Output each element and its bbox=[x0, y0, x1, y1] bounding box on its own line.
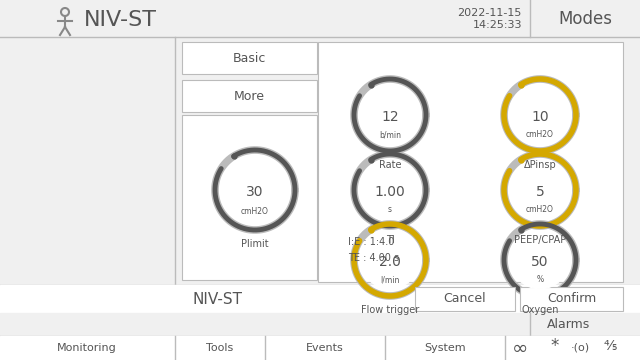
Bar bbox=[0, 336, 640, 360]
Text: ⅘: ⅘ bbox=[604, 339, 617, 353]
Text: 30: 30 bbox=[246, 185, 264, 199]
Text: 5: 5 bbox=[536, 185, 545, 199]
FancyBboxPatch shape bbox=[415, 287, 515, 311]
Text: Alarms: Alarms bbox=[547, 318, 590, 331]
Text: I:E : 1:4.0: I:E : 1:4.0 bbox=[348, 237, 394, 247]
Circle shape bbox=[511, 86, 569, 144]
Text: 14:25:33: 14:25:33 bbox=[472, 20, 522, 30]
FancyBboxPatch shape bbox=[182, 115, 317, 280]
Text: ∞: ∞ bbox=[512, 338, 528, 357]
Text: PEEP/CPAP: PEEP/CPAP bbox=[514, 235, 566, 245]
Text: Monitoring: Monitoring bbox=[57, 343, 117, 353]
Text: Confirm: Confirm bbox=[547, 292, 596, 306]
FancyBboxPatch shape bbox=[520, 287, 623, 311]
Text: 1.00: 1.00 bbox=[374, 185, 405, 199]
Text: Cancel: Cancel bbox=[444, 292, 486, 306]
FancyBboxPatch shape bbox=[182, 42, 317, 74]
Text: 2.0: 2.0 bbox=[379, 255, 401, 269]
Text: ·(o): ·(o) bbox=[570, 343, 589, 353]
Text: b/min: b/min bbox=[379, 130, 401, 139]
Circle shape bbox=[511, 161, 569, 219]
Text: More: More bbox=[234, 90, 264, 103]
Circle shape bbox=[361, 161, 419, 219]
Text: Modes: Modes bbox=[558, 10, 612, 28]
Circle shape bbox=[361, 86, 419, 144]
Circle shape bbox=[361, 231, 419, 289]
Text: Events: Events bbox=[306, 343, 344, 353]
FancyBboxPatch shape bbox=[318, 42, 623, 282]
Text: System: System bbox=[424, 343, 466, 353]
Text: 50: 50 bbox=[531, 255, 548, 269]
Text: cmH2O: cmH2O bbox=[526, 130, 554, 139]
Text: Oxygen: Oxygen bbox=[521, 305, 559, 315]
Text: cmH2O: cmH2O bbox=[241, 207, 269, 216]
Text: Flow trigger: Flow trigger bbox=[361, 305, 419, 315]
Text: TE : 4.00 s: TE : 4.00 s bbox=[348, 253, 399, 263]
Text: *: * bbox=[551, 337, 559, 355]
Text: TI: TI bbox=[386, 235, 394, 245]
Text: 10: 10 bbox=[531, 110, 549, 124]
Circle shape bbox=[511, 231, 569, 289]
Text: NIV-ST: NIV-ST bbox=[83, 10, 157, 30]
Circle shape bbox=[223, 158, 287, 222]
FancyBboxPatch shape bbox=[182, 80, 317, 112]
Text: s: s bbox=[388, 205, 392, 214]
Text: NIV-ST: NIV-ST bbox=[192, 292, 242, 306]
Text: 12: 12 bbox=[381, 110, 399, 124]
Text: %: % bbox=[536, 275, 543, 284]
Text: Plimit: Plimit bbox=[241, 239, 269, 249]
Text: Tools: Tools bbox=[206, 343, 234, 353]
Text: cmH2O: cmH2O bbox=[526, 205, 554, 214]
Text: Rate: Rate bbox=[379, 160, 401, 170]
Text: l/min: l/min bbox=[380, 275, 400, 284]
Bar bbox=[0, 285, 640, 313]
Text: Basic: Basic bbox=[232, 51, 266, 64]
Text: ΔPinsp: ΔPinsp bbox=[524, 160, 556, 170]
Text: 2022-11-15: 2022-11-15 bbox=[458, 8, 522, 18]
Bar bbox=[0, 313, 640, 336]
